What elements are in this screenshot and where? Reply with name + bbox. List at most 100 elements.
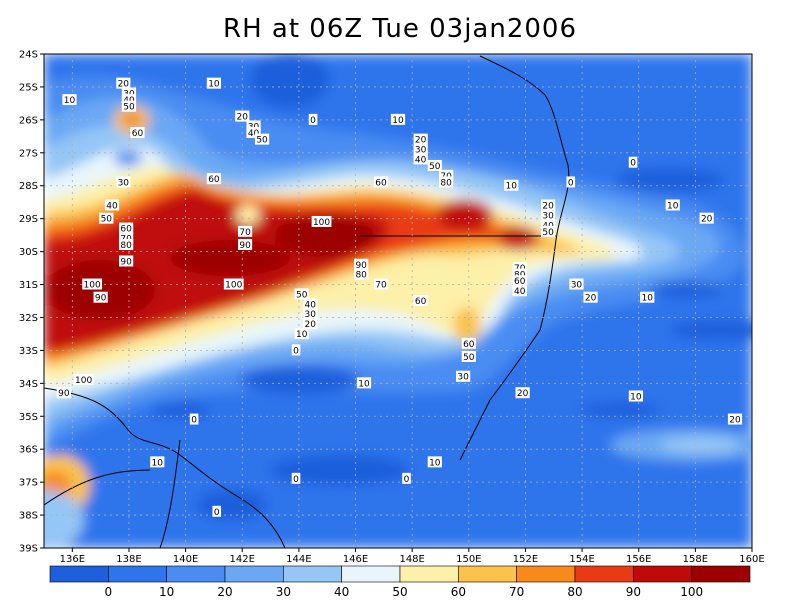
colorbar-label: 70 [509, 585, 524, 599]
colorbar-swatch [691, 565, 751, 583]
svg-text:60: 60 [463, 340, 475, 350]
contour-label: 30 [540, 209, 556, 221]
svg-text:20: 20 [237, 113, 249, 123]
contour-labels: 1020304050601020304050010203040507080100… [56, 77, 743, 518]
svg-text:100: 100 [225, 281, 242, 291]
x-tick-label: 148E [399, 554, 424, 565]
svg-text:50: 50 [296, 290, 308, 300]
svg-text:10: 10 [358, 379, 370, 389]
contour-label: 20 [235, 110, 250, 123]
svg-text:40: 40 [106, 201, 118, 211]
svg-text:70: 70 [239, 228, 251, 238]
svg-text:90: 90 [120, 257, 132, 267]
colorbar-swatch [458, 565, 517, 583]
colorbar-swatch [108, 565, 167, 583]
colorbar-swatch [166, 565, 226, 583]
svg-text:20: 20 [729, 416, 741, 426]
contour-label: 20 [413, 133, 428, 146]
colorbar-swatch [341, 565, 401, 583]
colorbar-label: 40 [334, 585, 349, 599]
borders [44, 55, 570, 548]
contour-label: 60 [413, 295, 428, 307]
contour-label: 60 [461, 337, 476, 350]
svg-text:60: 60 [514, 277, 526, 287]
svg-text:20: 20 [542, 201, 554, 211]
contour-label: 50 [121, 100, 137, 113]
y-tick-label: 32S [19, 313, 38, 324]
colorbar: 0 10 20 30 40 50 60 70 80 90 100 [49, 565, 751, 599]
contour-label: 10 [628, 390, 643, 403]
contour-label: 50 [461, 350, 476, 363]
svg-text:50: 50 [123, 103, 135, 113]
svg-text:30: 30 [304, 310, 316, 320]
svg-text:10: 10 [506, 182, 518, 192]
svg-text:10: 10 [392, 116, 404, 126]
contour-label: 20 [515, 387, 530, 399]
y-tick-label: 31S [19, 280, 38, 291]
svg-text:50: 50 [542, 228, 554, 238]
contour-label: 0 [189, 413, 199, 426]
svg-text:0: 0 [310, 116, 316, 126]
plot-frame [43, 53, 753, 549]
y-tick-label: 37S [19, 478, 38, 489]
y-tick-label: 25S [19, 82, 38, 93]
contour-label: 80 [119, 239, 134, 251]
contour-label: 10 [206, 77, 222, 90]
svg-text:10: 10 [630, 393, 642, 403]
contour-label: 100 [223, 278, 244, 291]
y-tick-label: 38S [19, 511, 38, 522]
svg-text:90: 90 [355, 261, 367, 271]
contour-label: 30 [413, 143, 428, 156]
x-tick-label: 156E [626, 554, 651, 565]
colorbar-label: 0 [105, 585, 113, 599]
contour-label: 40 [512, 285, 527, 297]
contour-label: 10 [294, 327, 309, 340]
colorbar-swatch [516, 565, 576, 583]
svg-text:30: 30 [415, 146, 427, 156]
svg-text:0: 0 [214, 508, 220, 518]
svg-text:90: 90 [239, 241, 251, 251]
contour-label: 40 [104, 199, 120, 211]
contour-label: 0 [212, 505, 222, 518]
svg-text:40: 40 [304, 300, 316, 310]
svg-text:10: 10 [429, 458, 441, 468]
contour-label: 90 [93, 291, 108, 304]
svg-text:20: 20 [304, 320, 316, 330]
svg-text:20: 20 [415, 136, 427, 146]
svg-text:10: 10 [296, 330, 308, 340]
contour-label: 10 [150, 456, 165, 468]
svg-text:0: 0 [293, 475, 299, 485]
contour-label: 80 [439, 176, 454, 188]
svg-text:20: 20 [118, 80, 130, 90]
contour-label: 60 [130, 127, 145, 139]
svg-text:10: 10 [667, 201, 679, 211]
colorbar-swatch [49, 565, 109, 583]
contour-label: 20 [540, 199, 556, 211]
x-tick-label: 152E [513, 554, 538, 565]
colorbar-label: 100 [680, 585, 703, 599]
x-tick-label: 138E [116, 554, 141, 565]
contour-label: 60 [206, 173, 222, 185]
colorbar-swatch [574, 565, 634, 583]
contour-label: 50 [254, 133, 270, 146]
contour-label: 0 [628, 156, 638, 169]
y-tick-label: 26S [19, 115, 38, 126]
svg-text:60: 60 [208, 175, 220, 185]
contour-label: 10 [390, 113, 406, 126]
contour-label: 60 [373, 176, 389, 188]
y-tick-label: 35S [19, 412, 38, 423]
svg-text:100: 100 [75, 376, 92, 386]
contour-label: 90 [354, 258, 369, 271]
contour-label: 50 [427, 159, 442, 172]
svg-text:30: 30 [457, 373, 469, 383]
map-title: RH at 06Z Tue 03jan2006 [223, 14, 577, 44]
colorbar-label: 80 [567, 585, 582, 599]
contour-label: 70 [373, 278, 389, 291]
svg-text:40: 40 [415, 155, 427, 165]
contour-label: 0 [308, 113, 318, 126]
contour-label: 30 [303, 308, 318, 320]
svg-text:20: 20 [585, 294, 597, 304]
svg-text:70: 70 [375, 281, 387, 291]
contour-label: 30 [569, 278, 584, 291]
x-tick-label: 146E [343, 554, 368, 565]
